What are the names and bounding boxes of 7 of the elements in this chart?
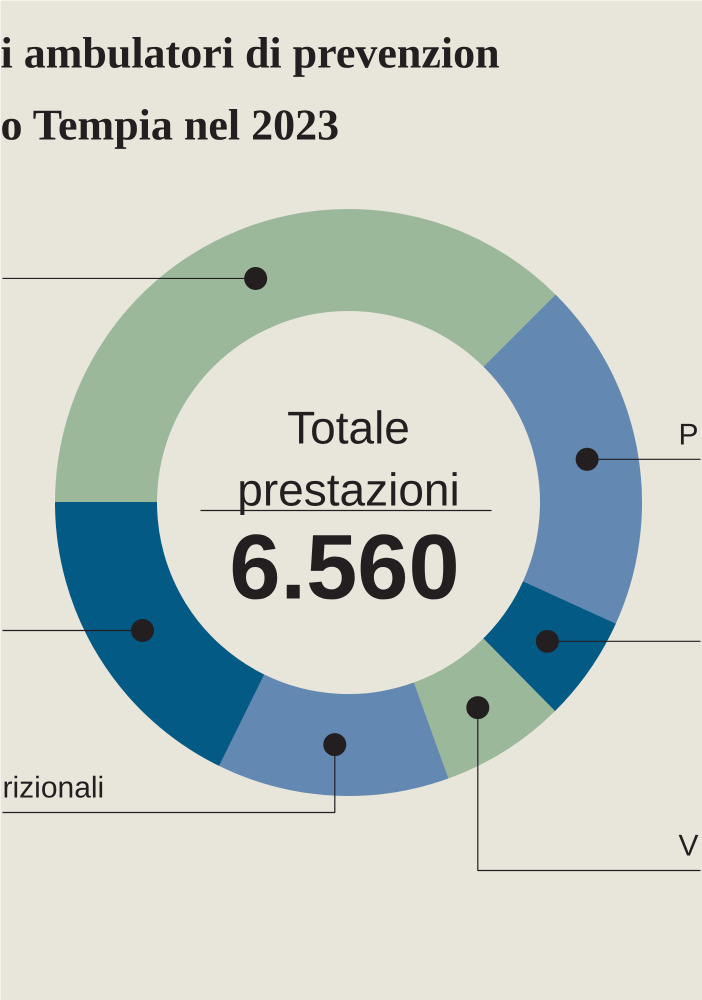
slice-label: P xyxy=(678,418,699,452)
slice-label: rizionali xyxy=(2,772,104,804)
chart-subtitle: o Tempia nel 2023 xyxy=(0,100,340,150)
text: Totale prestazioni xyxy=(237,402,460,516)
slice-label: V xyxy=(678,830,699,862)
chart-title: i ambulatori di prevenzion xyxy=(0,28,500,78)
text: 6.560 xyxy=(229,516,460,618)
